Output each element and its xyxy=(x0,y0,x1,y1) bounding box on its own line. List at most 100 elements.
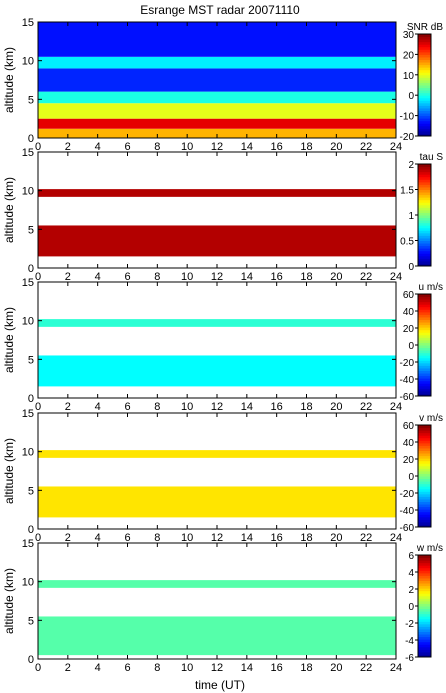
colorbar-segment xyxy=(418,69,431,73)
colorbar-segment xyxy=(418,105,431,109)
x-tick-label: 12 xyxy=(211,271,223,283)
colorbar-segment xyxy=(418,357,431,361)
colorbar-segment xyxy=(418,232,431,236)
colorbar-segment xyxy=(418,44,431,48)
colorbar-segment xyxy=(418,113,431,117)
colorbar-segment xyxy=(418,294,431,298)
colorbar-segment xyxy=(418,56,431,60)
x-tick-label: 6 xyxy=(124,532,130,544)
colorbar-segment xyxy=(418,102,431,106)
colorbar-segment xyxy=(418,123,431,127)
colorbar-segment xyxy=(418,36,431,40)
colorbar-segment xyxy=(418,54,431,58)
x-tick-label: 0 xyxy=(35,532,41,544)
colorbar-segment xyxy=(418,197,431,201)
colorbar-segment xyxy=(418,245,431,249)
colorbar-segment xyxy=(418,327,431,331)
colorbar-segment xyxy=(418,199,431,203)
colorbar-segment xyxy=(418,222,431,226)
colorbar-tick-label: -40 xyxy=(400,506,415,517)
x-tick-label: 10 xyxy=(181,532,193,544)
colorbar-segment xyxy=(418,455,431,459)
colorbar-segment xyxy=(418,51,431,55)
x-tick-label: 18 xyxy=(300,271,312,283)
colorbar-segment xyxy=(418,575,431,579)
x-tick-label: 20 xyxy=(330,271,342,283)
x-tick-label: 8 xyxy=(154,141,160,153)
colorbar-segment xyxy=(418,77,431,81)
x-tick-label: 2 xyxy=(65,141,71,153)
y-tick-label: 5 xyxy=(28,485,34,497)
colorbar-tick-label: 1 xyxy=(408,211,414,222)
y-tick-label: 15 xyxy=(22,147,34,159)
colorbar-segment xyxy=(418,590,431,594)
colorbar-tick-label: 2 xyxy=(408,160,414,171)
data-layer xyxy=(38,486,396,518)
colorbar-segment xyxy=(418,373,431,377)
colorbar-segment xyxy=(418,355,431,359)
colorbar-label: v m/s xyxy=(419,413,443,424)
colorbar-tick-label: 60 xyxy=(403,421,415,432)
x-tick-label: 20 xyxy=(330,532,342,544)
colorbar-segment xyxy=(418,504,431,508)
colorbar-segment xyxy=(418,212,431,216)
colorbar-tick-label: 0 xyxy=(408,91,414,102)
colorbar-segment xyxy=(418,639,431,643)
colorbar-segment xyxy=(418,128,431,132)
colorbar-segment xyxy=(418,189,431,193)
colorbar-segment xyxy=(418,521,431,525)
x-tick-label: 16 xyxy=(271,401,283,413)
colorbar-segment xyxy=(418,215,431,219)
colorbar-segment xyxy=(418,220,431,224)
y-tick-label: 5 xyxy=(28,224,34,236)
data-layer xyxy=(38,103,396,119)
y-tick-label: 0 xyxy=(28,133,34,145)
colorbar-segment xyxy=(418,437,431,441)
x-tick-label: 18 xyxy=(300,401,312,413)
colorbar-label: w m/s xyxy=(416,543,443,554)
colorbar-tick-label: 0 xyxy=(408,262,414,273)
colorbar-segment xyxy=(418,603,431,607)
y-tick-label: 15 xyxy=(22,277,34,289)
y-axis-label: altitude (km) xyxy=(2,177,16,243)
colorbar-segment xyxy=(418,337,431,341)
colorbar-segment xyxy=(418,322,431,326)
colorbar-segment xyxy=(418,171,431,175)
colorbar-segment xyxy=(418,442,431,446)
colorbar-segment xyxy=(418,577,431,581)
colorbar-segment xyxy=(418,296,431,300)
colorbar-segment xyxy=(418,166,431,170)
colorbar-segment xyxy=(418,626,431,630)
y-tick-label: 10 xyxy=(22,316,34,328)
colorbar-segment xyxy=(418,329,431,333)
colorbar-tick-label: 2 xyxy=(408,585,414,596)
colorbar-segment xyxy=(418,641,431,645)
colorbar-segment xyxy=(418,304,431,308)
colorbar-segment xyxy=(418,570,431,574)
colorbar-segment xyxy=(418,654,431,658)
x-tick-label: 4 xyxy=(95,271,101,283)
colorbar-segment xyxy=(418,309,431,313)
colorbar-tick-label: 30 xyxy=(403,30,415,41)
colorbar-segment xyxy=(418,375,431,379)
colorbar-segment xyxy=(418,204,431,208)
colorbar-segment xyxy=(418,179,431,183)
colorbar-tick-label: -2 xyxy=(405,619,414,630)
colorbar-segment xyxy=(418,324,431,328)
colorbar-segment xyxy=(418,585,431,589)
data-layer xyxy=(38,56,396,69)
x-tick-label: 8 xyxy=(154,271,160,283)
x-tick-label: 2 xyxy=(65,662,71,674)
colorbar-segment xyxy=(418,237,431,241)
x-tick-label: 12 xyxy=(211,401,223,413)
colorbar-segment xyxy=(418,430,431,434)
colorbar-segment xyxy=(418,92,431,96)
colorbar-segment xyxy=(418,41,431,45)
colorbar-segment xyxy=(418,192,431,196)
x-tick-label: 22 xyxy=(360,271,372,283)
x-tick-label: 18 xyxy=(300,662,312,674)
y-tick-label: 5 xyxy=(28,94,34,106)
